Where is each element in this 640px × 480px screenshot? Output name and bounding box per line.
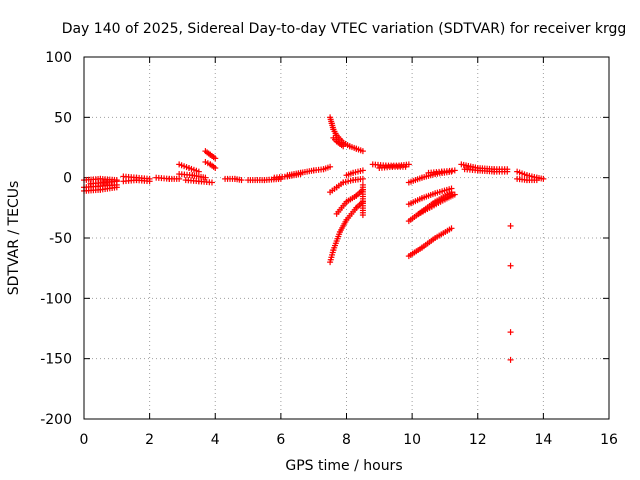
y-tick-label: -150 [40, 352, 72, 368]
data-segment [343, 167, 366, 179]
x-tick-label: 8 [342, 432, 351, 448]
data-segment [359, 181, 366, 219]
chart-title: Day 140 of 2025, Sidereal Day-to-day VTE… [62, 21, 627, 37]
x-tick-label: 16 [600, 432, 618, 448]
data-segment [405, 185, 455, 208]
data-segment [461, 166, 511, 175]
data-segment [153, 174, 183, 182]
x-tick-label: 0 [80, 432, 89, 448]
y-tick-label: -200 [40, 412, 72, 428]
data-segment [222, 175, 245, 184]
data-segment [514, 175, 540, 184]
data-segment [405, 225, 455, 260]
data-segment [376, 163, 409, 172]
data-segment [425, 167, 458, 176]
x-tick-label: 4 [211, 432, 220, 448]
data-segment [330, 134, 347, 150]
data-segment [507, 329, 514, 336]
data-points [81, 114, 547, 363]
data-segment [507, 222, 514, 229]
x-tick-label: 10 [403, 432, 421, 448]
data-segment [507, 262, 514, 269]
data-segment [333, 186, 366, 217]
x-tick-label: 6 [276, 432, 285, 448]
data-segment [202, 158, 219, 172]
axis-ticks: 0 2 4 6 8 10 12 14 16 100 50 0 -50 -100 -150 -200 [40, 50, 618, 448]
data-segment [120, 177, 153, 185]
data-segment [81, 184, 120, 194]
x-tick-label: 2 [145, 432, 154, 448]
data-segment [87, 178, 120, 187]
grid-lines [84, 57, 609, 419]
data-segment [310, 163, 334, 174]
y-tick-label: 50 [54, 110, 72, 126]
data-segment [176, 161, 202, 175]
y-tick-label: -100 [40, 291, 72, 307]
y-tick-label: 100 [45, 50, 72, 66]
data-segment [327, 114, 366, 155]
x-tick-label: 12 [469, 432, 487, 448]
data-segment [245, 175, 284, 184]
data-segment [415, 191, 458, 217]
x-tick-label: 14 [534, 432, 552, 448]
data-segment [202, 148, 219, 162]
y-axis-label: SDTVAR / TECUs [6, 181, 22, 296]
plot-frame [83, 56, 610, 420]
y-tick-label: 0 [63, 171, 72, 187]
data-segment [369, 161, 412, 169]
y-tick-label: -50 [49, 231, 72, 247]
data-segment [182, 177, 215, 186]
x-axis-label: GPS time / hours [285, 458, 402, 474]
data-segment [327, 198, 366, 266]
data-segment [507, 356, 514, 363]
data-segment [327, 175, 366, 196]
